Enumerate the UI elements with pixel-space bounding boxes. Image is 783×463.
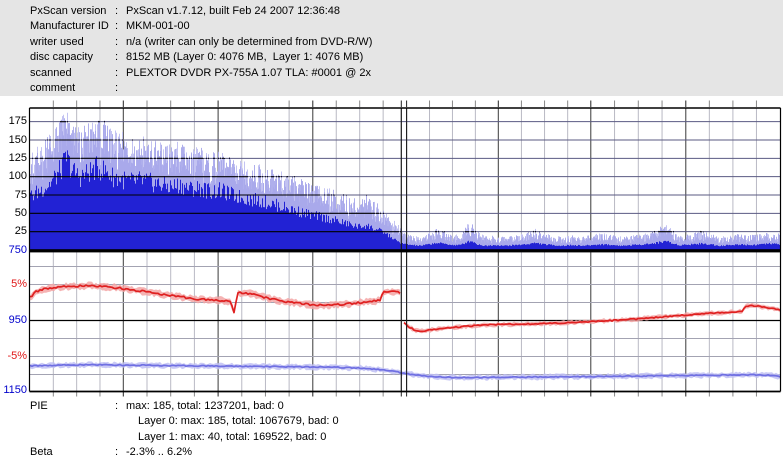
header-row: Manufacturer ID: MKM-001-00 <box>0 20 783 34</box>
header-separator: : <box>115 35 119 48</box>
header-label: Manufacturer ID <box>30 20 109 33</box>
header-value: MKM-001-00 <box>126 20 190 33</box>
header-row: disc capacity:8152 MB (Layer 0: 4076 MB,… <box>0 51 783 65</box>
header-separator: : <box>115 20 119 33</box>
header-separator: : <box>115 5 119 17</box>
header-separator: : <box>115 66 119 79</box>
header-row: comment: <box>0 82 783 96</box>
footer-separator: : <box>115 400 119 412</box>
pie-axis-tick-100: 100 <box>8 170 27 183</box>
header-row: PxScan version: PxScan v1.7.12, built Feb… <box>0 5 783 19</box>
footer-value: max: 185, total: 1237201, bad: 0 <box>126 400 284 412</box>
footer-label: Beta <box>30 446 53 459</box>
footer-row: Beta: -2.3% .. 6.2% <box>0 446 783 460</box>
axis-tick-1150: 1150 <box>3 384 27 396</box>
header-value: 8152 MB (Layer 0: 4076 MB, Layer 1: 4076… <box>126 51 364 64</box>
header-label: PxScan version <box>30 5 107 17</box>
axis-tick-950: 950 <box>8 314 27 326</box>
header-label: scanned <box>30 66 72 79</box>
pie-axis-tick-175: 175 <box>8 115 27 128</box>
header-row: writer used: n/a (writer can only be dete… <box>0 36 783 50</box>
pie-axis-tick-75: 75 <box>14 188 27 201</box>
header-value: PxScan v1.7.12, built Feb 24 2007 12:36:… <box>126 5 341 17</box>
footer-row: Layer 0: max: 185, total: 1067679, bad: … <box>0 415 783 429</box>
pie-axis-tick-50: 50 <box>14 206 27 219</box>
beta-axis-tick--5%: -5% <box>7 350 27 362</box>
axis-tick-750: 750 <box>8 243 27 256</box>
footer-value: Layer 0: max: 185, total: 1067679, bad: … <box>138 415 339 428</box>
beta-axis-tick-5%: 5% <box>11 278 27 290</box>
pie-axis-tick-25: 25 <box>14 225 27 238</box>
pie-axis-tick-150: 150 <box>8 133 27 146</box>
footer-label: PIE <box>30 400 48 412</box>
header-label: disc capacity <box>30 51 93 64</box>
footer-row: PIE: max: 185, total: 1237201, bad: 0 <box>0 400 783 414</box>
header-label: comment <box>30 82 76 94</box>
header-band <box>0 0 783 96</box>
footer-separator: : <box>115 446 119 459</box>
header-row: scanned: PLEXTOR DVDR PX-755A 1.07 TLA: #… <box>0 67 783 81</box>
footer-row: Layer 1: max: 40, total: 169522, bad: 0 <box>0 431 783 445</box>
header-separator: : <box>115 82 119 94</box>
footer-value: Layer 1: max: 40, total: 169522, bad: 0 <box>138 430 327 443</box>
header-separator: : <box>115 51 119 64</box>
pie-axis-tick-125: 125 <box>8 151 27 164</box>
header-value: PLEXTOR DVDR PX-755A 1.07 TLA: #0001 @ 2… <box>126 66 371 79</box>
footer-value: -2.3% .. 6.2% <box>126 446 193 459</box>
header-label: writer used <box>30 35 84 48</box>
header-value: n/a (writer can only be determined from … <box>126 35 373 48</box>
